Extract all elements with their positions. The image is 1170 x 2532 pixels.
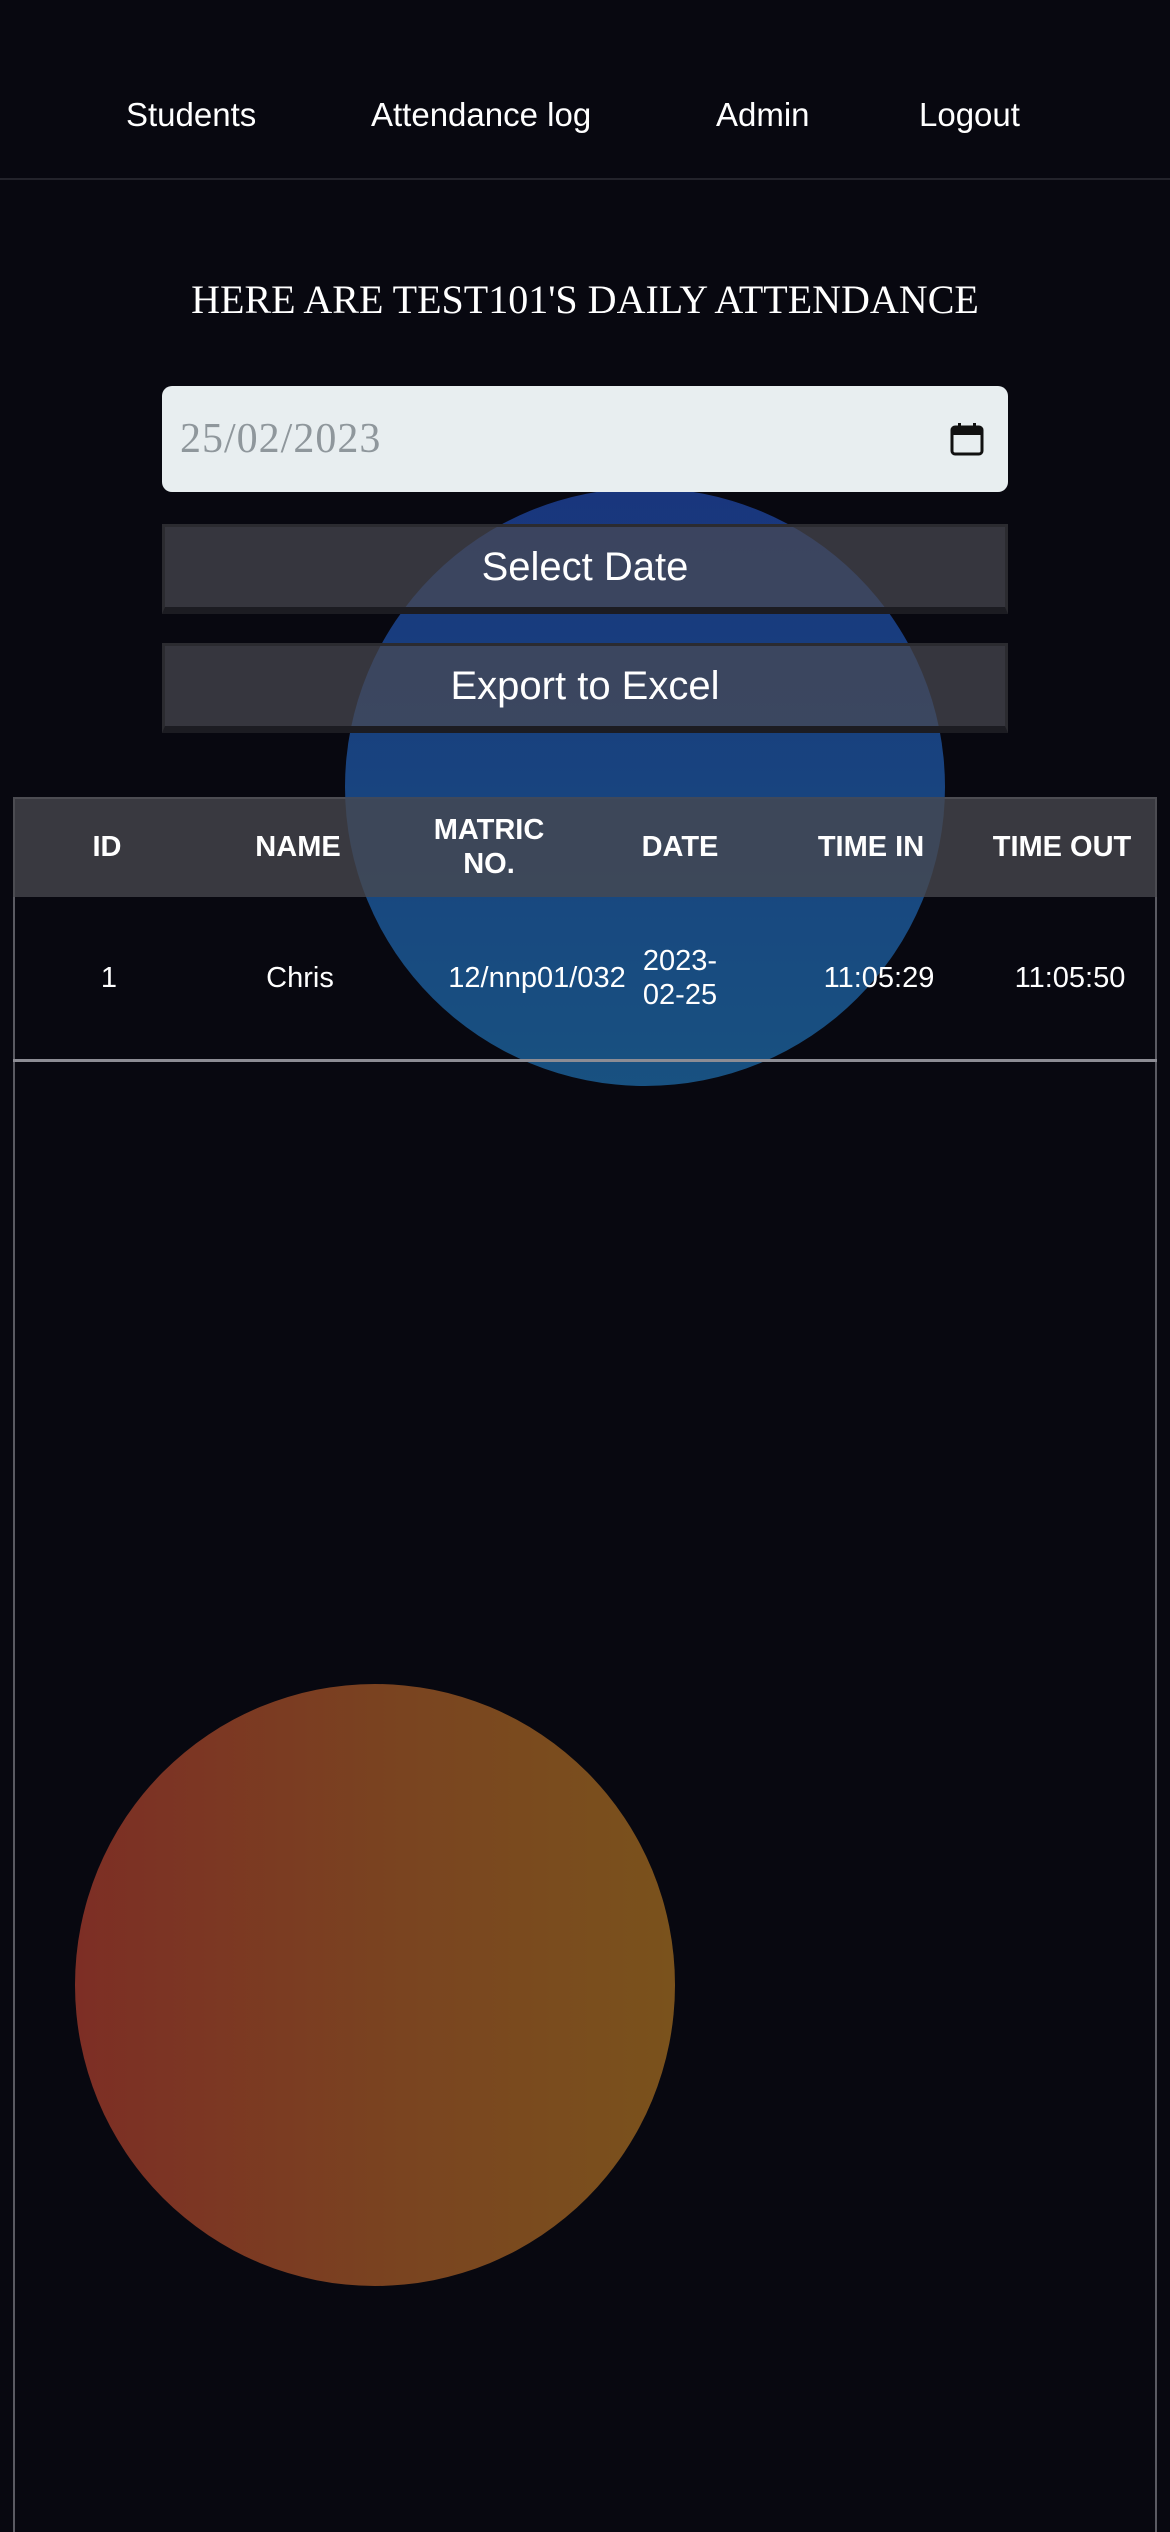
cell-time-out: 11:05:50: [1014, 961, 1126, 994]
page-title: HERE ARE TEST101'S DAILY ATTENDANCE: [191, 277, 979, 322]
column-header-time-out: TIME OUT: [992, 830, 1132, 863]
export-to-excel-button[interactable]: Export to Excel: [162, 643, 1008, 733]
date-input-value[interactable]: 25/02/2023: [180, 416, 382, 462]
nav-admin-link[interactable]: Admin: [716, 96, 810, 133]
column-header-id: ID: [92, 830, 122, 863]
nav-attendance-log-link[interactable]: Attendance log: [371, 96, 592, 133]
cell-matric-no: 12/nnp01/032: [448, 961, 626, 994]
column-header-date: DATE: [641, 830, 719, 863]
column-header-time-in: TIME IN: [817, 830, 925, 863]
cell-id: 1: [100, 961, 118, 994]
select-date-button[interactable]: Select Date: [162, 524, 1008, 614]
calendar-icon[interactable]: [950, 422, 984, 456]
cell-name: Chris: [266, 961, 334, 994]
table-row: 1 Chris 12/nnp01/032 2023- 02-25 11:05:2…: [13, 897, 1157, 1062]
column-header-name: NAME: [255, 830, 341, 863]
table-header-row: ID NAME MATRIC NO. DATE TIME IN TIME OUT: [13, 797, 1157, 897]
cell-date: 2023- 02-25: [642, 944, 718, 1011]
column-header-matric-no: MATRIC NO.: [433, 813, 545, 880]
nav-students-link[interactable]: Students: [126, 96, 257, 133]
nav-logout-link[interactable]: Logout: [919, 96, 1020, 133]
date-input[interactable]: 25/02/2023: [162, 386, 1008, 492]
top-navigation: Students Attendance log Admin Logout: [0, 0, 1170, 180]
cell-time-in: 11:05:29: [823, 961, 935, 994]
